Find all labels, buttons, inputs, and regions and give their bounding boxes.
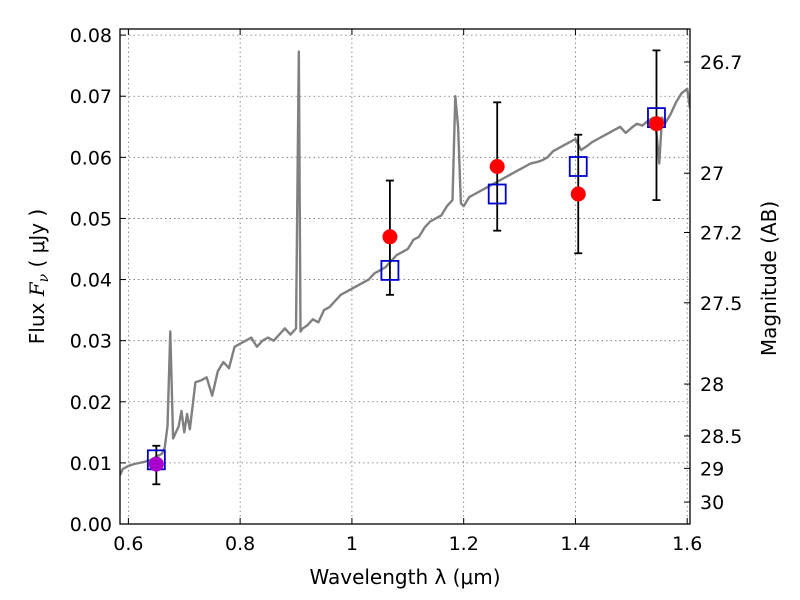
grid-lines — [120, 29, 690, 524]
data-layer — [120, 49, 690, 486]
observed-photometry-point — [570, 186, 586, 202]
y-tick-label: 0.00 — [70, 514, 112, 536]
right-tick-label: 27.5 — [700, 293, 742, 315]
x-tick-label: 0.8 — [225, 533, 255, 555]
right-tick-label: 28.5 — [700, 426, 742, 448]
y-axis-title-subscript: ν — [36, 273, 52, 282]
y-tick-label: 0.08 — [70, 25, 112, 47]
y-tick-label: 0.03 — [70, 331, 112, 353]
x-tick-label: 1.2 — [449, 533, 479, 555]
purple-observed-point — [148, 456, 164, 472]
y-axis-title-suffix: ( μJy ) — [25, 209, 49, 274]
x-tick-label: 1.6 — [672, 533, 702, 555]
right-tick-label: 27 — [700, 163, 724, 185]
observed-photometry-point — [382, 229, 398, 245]
x-axis-title: Wavelength λ (μm) — [309, 565, 500, 589]
axis-ticks: 0.6 0.8 1 1.2 1.4 1.6 0.00 0.01 0.02 0.03 0.04 0.05… — [70, 25, 743, 555]
y-tick-label: 0.04 — [70, 270, 112, 292]
x-tick-label: 1.4 — [560, 533, 590, 555]
right-tick-label: 29 — [700, 458, 724, 480]
right-tick-label: 26.7 — [700, 52, 742, 74]
y-tick-label: 0.07 — [70, 86, 112, 108]
x-tick-label: 1 — [346, 533, 358, 555]
y-tick-label: 0.05 — [70, 208, 112, 230]
right-tick-label: 28 — [700, 374, 724, 396]
model-photometry-square — [380, 259, 400, 281]
y-tick-label: 0.06 — [70, 147, 112, 169]
y-axis-title-prefix: Flux — [25, 296, 49, 344]
y-tick-label: 0.02 — [70, 392, 112, 414]
y-axis-title: Flux Fν ( μJy ) — [25, 209, 52, 344]
observed-photometry-point — [648, 116, 664, 132]
y-axis-title-symbol: F — [25, 281, 49, 297]
model-photometry-square — [568, 156, 588, 177]
right-tick-label: 30 — [700, 492, 724, 514]
y-tick-label: 0.01 — [70, 453, 112, 475]
right-tick-label: 27.2 — [700, 223, 742, 245]
right-axis-title: Magnitude (AB) — [757, 201, 781, 356]
template-spectrum-line — [120, 50, 690, 476]
x-tick-label: 0.6 — [113, 533, 143, 555]
observed-photometry-point — [489, 159, 505, 174]
model-photometry-square — [487, 183, 507, 205]
plot-frame — [119, 28, 691, 525]
